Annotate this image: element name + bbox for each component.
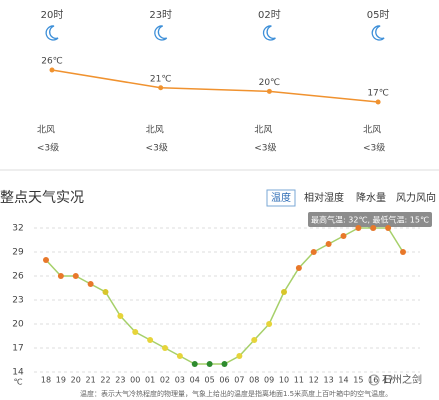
temp-point: [191, 361, 198, 367]
forecast-point: [375, 99, 381, 105]
x-tick-label: 05: [205, 376, 215, 385]
temp-point: [87, 281, 94, 287]
forecast-time: 20时: [41, 9, 64, 21]
temp-point: [221, 361, 228, 367]
x-tick-label: 19: [56, 376, 66, 385]
forecast-temp: 21℃: [150, 74, 172, 84]
wind-level: <3级: [146, 142, 168, 154]
wind-level: <3级: [254, 142, 276, 154]
forecast-temp: 26℃: [41, 57, 63, 67]
y-tick-label: 32: [12, 224, 23, 234]
x-tick-label: 14: [338, 376, 348, 385]
temp-point: [385, 225, 392, 231]
tab-selected-box: [266, 189, 296, 207]
forecast-point: [266, 88, 272, 94]
x-tick-label: 12: [309, 376, 319, 385]
temp-point: [251, 337, 258, 343]
temp-point: [310, 249, 317, 255]
y-tick-label: 23: [12, 296, 23, 306]
x-tick-label: 08: [249, 376, 259, 385]
temp-point: [266, 321, 273, 327]
x-tick-label: 09: [264, 376, 274, 385]
moon-icon: [45, 25, 59, 41]
tab[interactable]: 温度: [271, 191, 291, 204]
forecast-temp: 20℃: [259, 78, 281, 88]
temp-point: [132, 329, 139, 335]
forecast-point: [49, 67, 55, 73]
y-tick-label: 20: [12, 320, 24, 330]
forecast-time: 02时: [258, 9, 281, 21]
x-tick-label: 21: [86, 376, 96, 385]
moon-icon: [154, 25, 168, 41]
wind-level: <3级: [363, 142, 385, 154]
temp-point: [57, 273, 64, 279]
temp-point: [147, 337, 154, 343]
x-tick-label: 18: [41, 376, 51, 385]
x-tick-label: 02: [160, 376, 170, 385]
y-tick-label: 29: [12, 248, 24, 258]
x-tick-label: 00: [130, 376, 140, 385]
wind-direction: 北风: [363, 125, 381, 136]
temp-point: [162, 345, 168, 351]
x-tick-label: 22: [100, 376, 110, 385]
temp-point: [400, 249, 406, 255]
wind-direction: 北风: [254, 125, 272, 136]
temp-point: [236, 353, 243, 359]
y-tick-label: 14: [12, 368, 24, 378]
y-axis-label: ℃: [14, 378, 23, 387]
temp-point: [102, 289, 109, 295]
forecast-point: [158, 85, 164, 91]
moon-icon: [262, 25, 276, 41]
x-tick-label: 03: [175, 376, 185, 385]
y-tick-label: 26: [12, 272, 24, 282]
wind-level: <3级: [37, 142, 59, 154]
x-tick-label: 20: [71, 376, 81, 385]
tooltip-box: [308, 212, 432, 227]
tooltip: 最高气温: 32℃, 最低气温: 15℃: [311, 215, 429, 225]
x-tick-label: 10: [279, 376, 289, 385]
x-tick-label: 23: [115, 376, 125, 385]
x-tick-label: 01: [145, 376, 155, 385]
tab[interactable]: 降水量: [356, 191, 386, 204]
y-tick-label: 17: [12, 344, 23, 354]
temp-point: [206, 361, 213, 367]
temp-point: [281, 289, 287, 295]
watermark-icon: [368, 374, 380, 386]
temp-point: [295, 265, 302, 271]
temp-point: [325, 241, 332, 247]
temp-line: [45, 227, 404, 365]
x-tick-label: 07: [234, 376, 244, 385]
x-tick-label: 17: [383, 376, 393, 385]
wind-direction: 北风: [146, 125, 164, 136]
temp-point: [176, 353, 183, 359]
x-tick-label: 15: [353, 376, 363, 385]
tab[interactable]: 相对湿度: [304, 191, 344, 204]
temp-point: [370, 225, 377, 231]
x-tick-label: 04: [190, 376, 200, 385]
temp-point: [72, 273, 79, 279]
temp-point: [43, 257, 49, 263]
section-title: 整点天气实况: [0, 190, 84, 206]
forecast-temp: 17℃: [367, 89, 389, 99]
forecast-time: 23时: [149, 9, 172, 21]
x-tick-label: 13: [324, 376, 334, 385]
forecast-line: [51, 69, 379, 103]
x-tick-label: 06: [219, 376, 229, 385]
x-tick-label: 11: [294, 376, 304, 385]
x-tick-label: 16: [368, 376, 378, 385]
moon-icon: [371, 25, 385, 41]
watermark: 石州之剑: [382, 373, 422, 386]
temp-point: [117, 313, 124, 319]
wind-direction: 北风: [37, 125, 55, 136]
temp-point: [340, 233, 347, 239]
temp-point: [355, 225, 362, 231]
forecast-time: 05时: [367, 9, 390, 21]
tab[interactable]: 风力风向: [396, 191, 436, 204]
footnote: 温度：表示大气冷热程度的物理量，气象上给出的温度是指离地面1.5米高度上百叶箱中…: [80, 389, 392, 398]
